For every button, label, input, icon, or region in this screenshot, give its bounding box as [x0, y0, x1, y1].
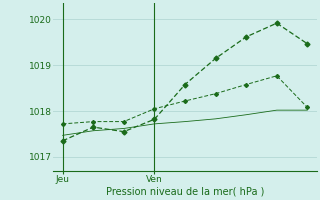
X-axis label: Pression niveau de la mer( hPa ): Pression niveau de la mer( hPa ) [106, 187, 264, 197]
